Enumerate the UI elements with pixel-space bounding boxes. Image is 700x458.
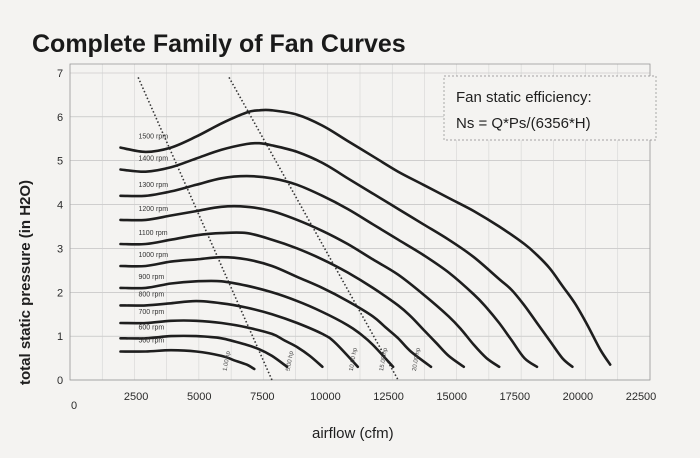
rpm-label: 500 rpm xyxy=(138,337,164,344)
rpm-label: 600 rpm xyxy=(138,324,164,331)
x-axis-label: airflow (cfm) xyxy=(312,425,394,442)
hp-labels: 1.00 hp 5.00 hp 10.00 hp 15.00 hp 20.00 hp xyxy=(223,347,422,372)
rpm-label: 1500 rpm xyxy=(138,134,168,141)
chart-title: Complete Family of Fan Curves xyxy=(32,30,406,58)
series-line-900-rpm xyxy=(119,279,395,369)
rpm-label: 1400 rpm xyxy=(138,155,168,162)
rpm-label: 900 rpm xyxy=(138,274,164,281)
hp-label: 15.00 hp xyxy=(379,347,389,372)
hp-line xyxy=(137,77,273,381)
x-tick-label: 7500 xyxy=(250,391,274,403)
x-tick-label: 15000 xyxy=(436,391,467,403)
x-tick-label: 17500 xyxy=(499,391,530,403)
x-tick-label: 10000 xyxy=(310,391,341,403)
y-tick-label: 5 xyxy=(57,156,63,168)
rpm-label: 800 rpm xyxy=(138,291,164,298)
series-line-1000-rpm xyxy=(119,255,433,369)
rpm-label: 1100 rpm xyxy=(138,230,167,237)
rpm-labels: 1500 rpm 1400 rpm 1300 rpm 1200 rpm 1100 rpm… xyxy=(138,134,168,345)
rpm-label: 1200 rpm xyxy=(138,206,168,213)
series-line-1400-rpm xyxy=(119,141,574,369)
y-tick-label: 6 xyxy=(57,112,63,124)
hp-label: 20.00 hp xyxy=(412,347,422,372)
grid xyxy=(69,63,651,381)
series-lines xyxy=(119,108,612,371)
x-ticks: 0 2500 5000 7500 10000 12500 15000 17500 20000 22… xyxy=(71,391,656,412)
x-tick-label: 22500 xyxy=(626,391,657,403)
y-axis-label: total static pressure (in H2O) xyxy=(17,180,34,385)
plot-frame xyxy=(69,63,651,381)
x-tick-label: 20000 xyxy=(563,391,594,403)
series-line-1500-rpm xyxy=(119,108,612,366)
y-tick-label: 0 xyxy=(57,375,63,387)
y-ticks: 0 1 2 3 4 5 6 7 xyxy=(57,68,63,387)
x-tick-label: 2500 xyxy=(124,391,148,403)
series-line-700-rpm xyxy=(119,319,324,369)
y-tick-label: 4 xyxy=(57,200,63,212)
note-box xyxy=(443,75,657,141)
rpm-label: 1000 rpm xyxy=(138,252,168,259)
rpm-label: 1300 rpm xyxy=(138,182,168,189)
note-line-1: Fan static efficiency: xyxy=(456,89,592,106)
y-tick-label: 7 xyxy=(57,68,63,80)
efficiency-note: Fan static efficiency: Ns = Q*Ps/(6356*H… xyxy=(443,75,657,141)
series-line-1200-rpm xyxy=(119,204,501,369)
series-line-1100-rpm xyxy=(119,231,466,369)
hp-label: 1.00 hp xyxy=(223,350,233,371)
y-tick-label: 2 xyxy=(57,287,63,299)
series-line-600-rpm xyxy=(119,334,289,369)
hp-label: 5.00 hp xyxy=(286,350,296,371)
series-line-1300-rpm xyxy=(119,174,539,369)
series-line-800-rpm xyxy=(119,299,360,369)
y-tick-label: 1 xyxy=(57,331,63,343)
series-line-500-rpm xyxy=(119,348,256,371)
y-tick-label: 3 xyxy=(57,243,63,255)
power-lines xyxy=(137,76,399,381)
hp-line xyxy=(228,76,399,381)
x-tick-label: 12500 xyxy=(373,391,404,403)
x-tick-label: 5000 xyxy=(187,391,211,403)
rpm-label: 700 rpm xyxy=(138,309,164,316)
hp-label: 10.00 hp xyxy=(349,347,359,372)
note-line-2: Ns = Q*Ps/(6356*H) xyxy=(456,115,591,132)
x-tick-label: 0 xyxy=(71,400,77,412)
